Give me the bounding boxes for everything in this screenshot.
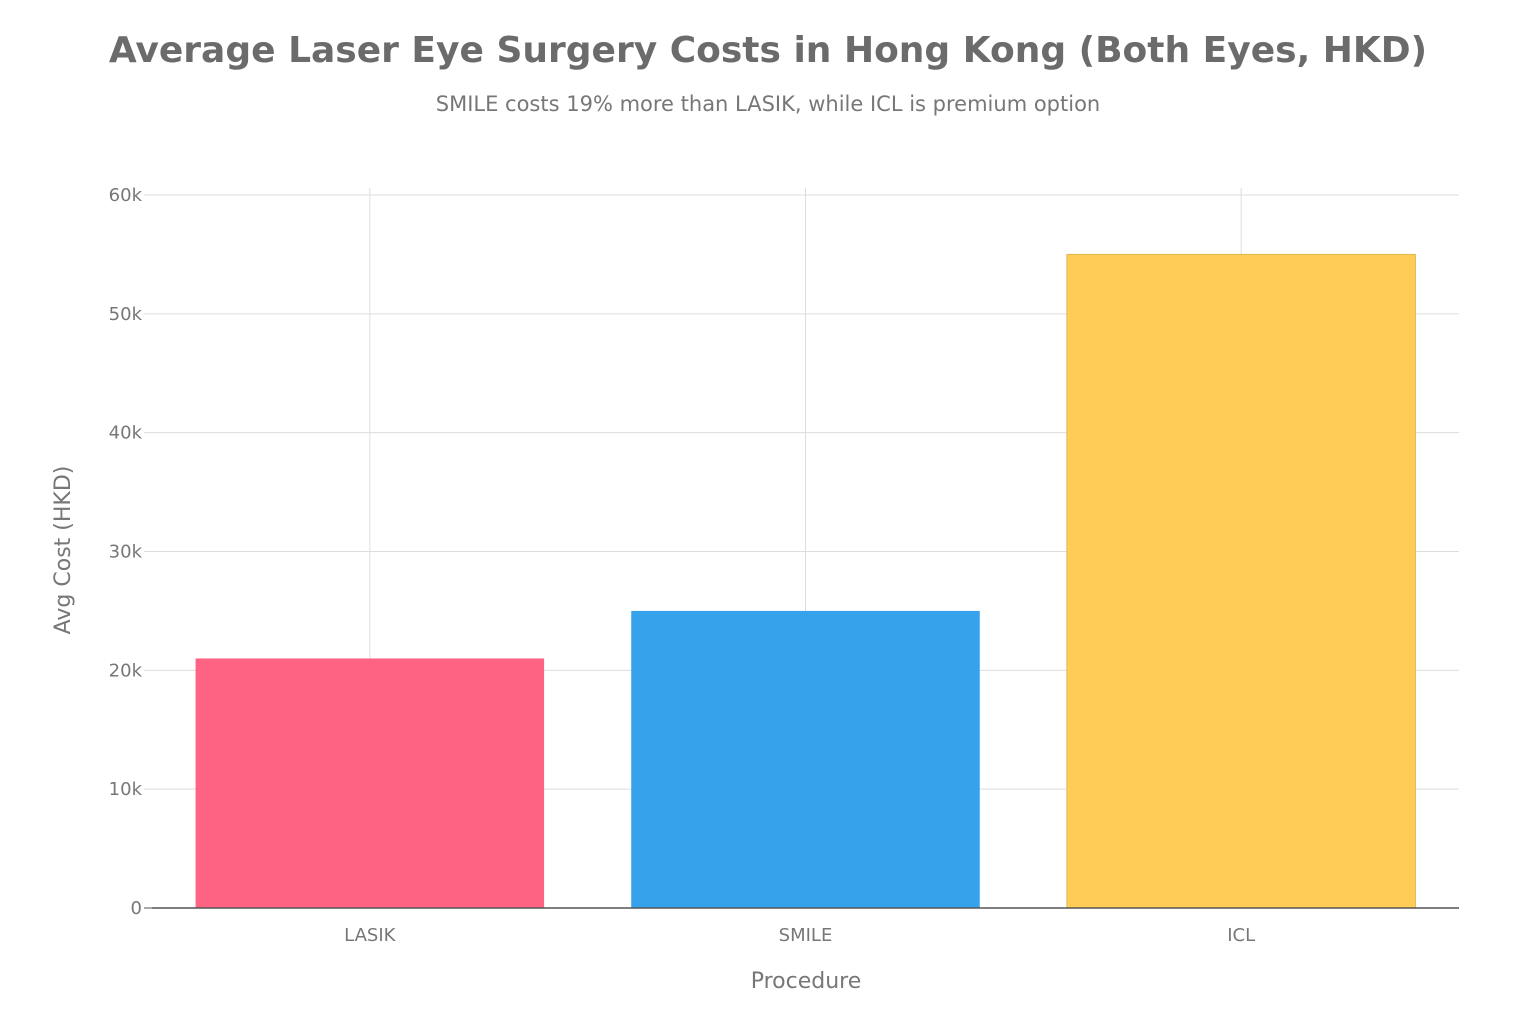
bar-smile: [631, 610, 980, 908]
bar-icl: [1066, 253, 1416, 909]
y-axis-label: Avg Cost (HKD): [51, 466, 76, 635]
y-axis-ticks: 0 10k 20k 30k 40k 50k 60k: [109, 185, 143, 919]
y-tick-label: 50k: [109, 304, 143, 325]
x-tick-label: SMILE: [779, 925, 833, 946]
y-tick-label: 60k: [109, 185, 143, 206]
y-tick-label: 10k: [109, 779, 143, 800]
y-tick-label: 20k: [109, 660, 143, 681]
y-tick-label: 0: [131, 898, 142, 919]
bars: [195, 253, 1416, 909]
chart-title: Average Laser Eye Surgery Costs in Hong …: [108, 30, 1428, 71]
chart-subtitle: SMILE costs 19% more than LASIK, while I…: [435, 92, 1101, 116]
x-axis-ticks: LASIK SMILE ICL: [344, 925, 1255, 946]
x-tick-label: LASIK: [344, 925, 396, 946]
bar-lasik: [195, 658, 545, 908]
y-tick-label: 30k: [109, 542, 143, 563]
x-tick-label: ICL: [1227, 925, 1255, 946]
x-axis-label: Procedure: [751, 969, 862, 994]
y-tick-label: 40k: [109, 423, 143, 444]
